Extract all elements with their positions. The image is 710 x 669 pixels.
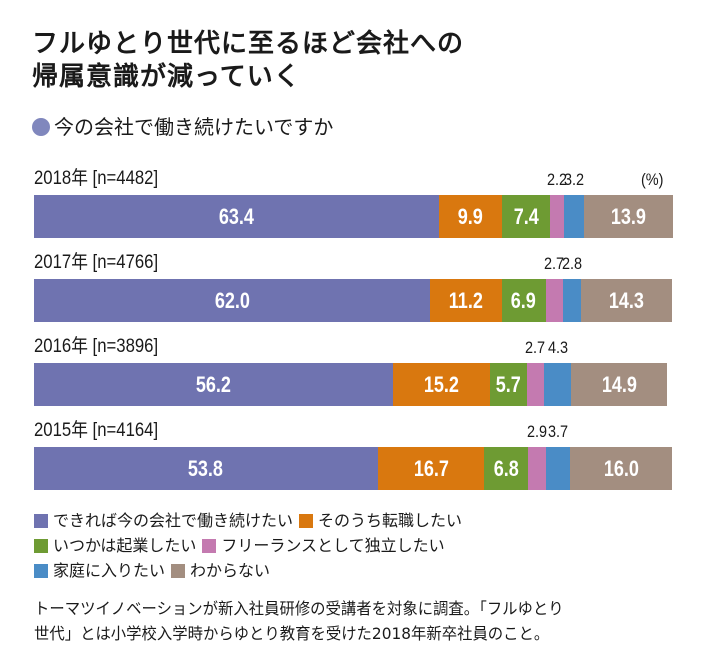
bar-segment — [545, 279, 564, 322]
subtitle-text: 今の会社で働き続けたいですか — [54, 115, 334, 139]
legend-label: わからない — [190, 561, 271, 580]
chart-title-line1: フルゆとり世代に至るほど会社への — [32, 29, 465, 59]
bar-segment: 6.9 — [501, 279, 546, 322]
legend-swatch-icon — [202, 538, 217, 553]
data-label: 2.9 — [527, 422, 548, 441]
bar-segment — [527, 447, 547, 490]
stacked-bar: 62.0 11.2 6.9 14.3 — [34, 279, 673, 322]
data-label: 16.0 — [603, 455, 639, 481]
data-label: 4.3 — [547, 338, 568, 357]
legend-item: いつかは起業したい — [34, 533, 196, 558]
data-label: 2.7 — [525, 338, 546, 357]
bar-segment — [549, 195, 564, 238]
legend-swatch-icon — [34, 538, 48, 553]
bar-segment — [526, 363, 544, 406]
bar-segment: 11.2 — [430, 279, 502, 322]
legend-item: 家庭に入りたい — [34, 558, 165, 583]
row-label: 2015年 [n=4164] — [34, 420, 159, 441]
legend-row: いつかは起業したい フリーランスとして独立したい — [34, 533, 468, 558]
bar-segment: 63.4 — [34, 195, 440, 238]
bar-segment: 16.0 — [570, 447, 673, 490]
data-label: 6.8 — [493, 455, 519, 481]
bar-segment: 16.7 — [377, 447, 485, 490]
data-label: 14.9 — [601, 371, 637, 397]
bar-segment: 6.8 — [484, 447, 528, 490]
data-label: 11.2 — [448, 287, 484, 313]
bar-segment: 9.9 — [439, 195, 503, 238]
legend-item: フリーランスとして独立したい — [202, 533, 445, 558]
legend-swatch-icon — [34, 563, 48, 578]
bar-segment — [563, 279, 581, 322]
data-label: 2.2 — [546, 170, 567, 189]
data-label: 2.8 — [561, 254, 583, 273]
legend-item: できれば今の会社で働き続けたい — [34, 508, 293, 533]
legend-swatch-icon — [34, 513, 48, 528]
data-label: 9.9 — [458, 203, 484, 229]
legend-label: フリーランスとして独立したい — [221, 536, 445, 555]
stacked-bar: 56.2 15.2 5.7 14.9 — [34, 363, 673, 406]
data-label: 53.8 — [188, 455, 224, 481]
data-label: 15.2 — [424, 371, 460, 397]
row-label: 2018年 [n=4482] — [34, 168, 159, 189]
data-label: 13.9 — [611, 203, 647, 229]
legend-row: 家庭に入りたい わからない — [34, 558, 468, 583]
bar-segment — [543, 363, 572, 406]
legend-row: できれば今の会社で働き続けたい そのうち転職したい — [34, 508, 468, 533]
legend-label: そのうち転職したい — [318, 511, 463, 530]
bar-segment: 5.7 — [490, 363, 527, 406]
legend-item: そのうち転職したい — [299, 508, 462, 533]
legend-label: 家庭に入りたい — [53, 561, 166, 580]
data-label: 16.7 — [413, 455, 449, 481]
bar-segment: 56.2 — [34, 363, 394, 406]
unit-label: (%) — [641, 170, 664, 189]
legend-label: いつかは起業したい — [53, 536, 197, 555]
data-label: 7.4 — [513, 203, 539, 229]
row-label: 2017年 [n=4766] — [34, 252, 159, 273]
bar-segment: 15.2 — [393, 363, 491, 406]
legend-swatch-icon — [171, 563, 186, 578]
bar-segment: 14.3 — [580, 279, 673, 322]
footnote: トーマツイノベーションが新入社員研修の受講者を対象に調査。「フルゆとり 世代」と… — [34, 596, 677, 646]
chart-title: フルゆとり世代に至るほど会社への 帰属意識が減っていく — [32, 28, 464, 94]
data-label: 62.0 — [214, 287, 250, 313]
data-label: 3.7 — [548, 422, 569, 441]
data-label: 6.9 — [511, 287, 537, 313]
legend-item: わからない — [171, 558, 270, 583]
data-label: 5.7 — [495, 371, 521, 397]
stacked-bar: 53.8 16.7 6.8 16.0 — [34, 447, 673, 490]
bar-segment: 14.9 — [571, 363, 667, 406]
row-label: 2016年 [n=3896] — [34, 336, 159, 357]
footnote-line1: トーマツイノベーションが新入社員研修の受講者を対象に調査。「フルゆとり — [34, 599, 564, 618]
bar-segment: 62.0 — [34, 279, 431, 322]
bar-segment — [546, 447, 571, 490]
footnote-line2: 世代」とは小学校入学時からゆとり教育を受けた2018年新卒社員のこと。 — [34, 624, 550, 643]
bar-segment: 7.4 — [502, 195, 550, 238]
chart-subtitle: 今の会社で働き続けたいですか — [32, 114, 333, 140]
stacked-bar: 63.4 9.9 7.4 13.9 — [34, 195, 673, 238]
legend: できれば今の会社で働き続けたい そのうち転職したいいつかは起業したい フリーランスと… — [34, 508, 468, 583]
data-label: 56.2 — [195, 371, 232, 397]
chart-title-line2: 帰属意識が減っていく — [32, 62, 301, 92]
bullet-circle-icon — [32, 118, 50, 136]
data-label: 63.4 — [218, 203, 255, 229]
legend-label: できれば今の会社で働き続けたい — [53, 511, 294, 530]
bar-segment: 13.9 — [584, 195, 673, 238]
data-label: 3.2 — [563, 170, 585, 189]
legend-swatch-icon — [299, 513, 314, 528]
data-label: 14.3 — [609, 287, 645, 313]
data-label: 2.7 — [544, 254, 565, 273]
bar-segment — [563, 195, 585, 238]
bar-segment: 53.8 — [34, 447, 378, 490]
